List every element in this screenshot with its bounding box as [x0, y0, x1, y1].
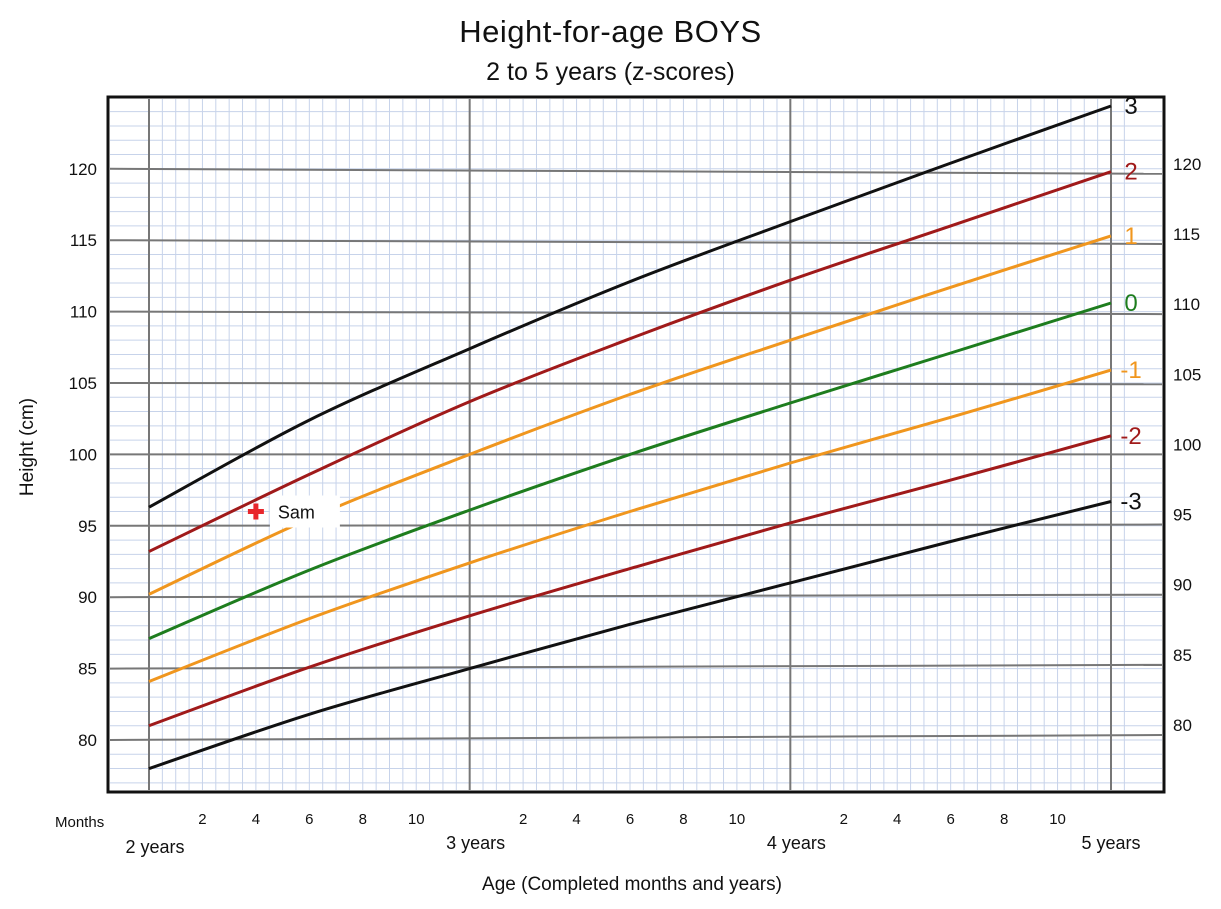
y-tick-label-left: 115 — [70, 231, 97, 250]
x-tick-month-label: 8 — [1000, 811, 1008, 828]
data-point-label: Sam — [278, 503, 315, 523]
major-gridline-horizontal — [109, 523, 1163, 527]
x-tick-month-label: 4 — [893, 811, 901, 828]
major-gridline-horizontal — [109, 734, 1163, 741]
y-axis-title: Height (cm) — [17, 398, 38, 496]
y-tick-label-left: 95 — [78, 517, 97, 536]
y-tick-label-right: 120 — [1173, 155, 1201, 174]
chart-subtitle: 2 to 5 years (z-scores) — [486, 58, 735, 86]
plot-frame — [106, 95, 1166, 794]
months-prefix-label: Months — [55, 814, 104, 831]
y-tick-label-right: 110 — [1173, 295, 1200, 314]
points-layer: Sam — [247, 495, 340, 528]
major-gridline-horizontal — [109, 663, 1163, 670]
major-grid — [109, 99, 1163, 790]
point-label-background — [269, 495, 340, 528]
y-tick-label-left: 110 — [70, 303, 97, 322]
minor-grid — [110, 99, 1162, 790]
x-tick-year-label: 5 years — [1081, 833, 1140, 853]
zscore-line--1 — [148, 368, 1112, 683]
major-gridline-horizontal — [109, 310, 1163, 316]
y-tick-label-right: 115 — [1173, 225, 1200, 244]
zscore-label-3: 3 — [1124, 93, 1137, 120]
y-tick-label-right: 80 — [1173, 716, 1192, 735]
x-tick-month-label: 4 — [572, 811, 580, 828]
x-tick-month-label: 2 — [198, 811, 206, 828]
y-ticks-right: 80 85 90 95 100 105 110 115 120 — [1173, 155, 1201, 735]
y-tick-label-right: 105 — [1173, 365, 1201, 384]
data-point-marker — [247, 503, 264, 520]
y-tick-label-left: 105 — [69, 374, 97, 393]
x-tick-month-label: 10 — [408, 811, 425, 828]
x-tick-year-label: 2 years — [125, 837, 184, 857]
zscore-line--2 — [148, 434, 1112, 728]
zscore-label--1: -1 — [1120, 357, 1141, 384]
y-tick-label-left: 85 — [78, 660, 97, 679]
x-tick-month-label: 6 — [305, 811, 313, 828]
x-tick-month-label: 2 — [840, 811, 848, 828]
x-axis-title: Age (Completed months and years) — [482, 874, 782, 895]
zscore-label--2: -2 — [1120, 423, 1141, 450]
y-tick-label-left: 90 — [78, 588, 97, 607]
x-tick-month-label: 8 — [679, 811, 687, 828]
series-layer: 3 2 1 0 -1 -2 -3 — [148, 93, 1142, 771]
major-gridline-horizontal — [109, 167, 1163, 175]
major-gridline-horizontal — [109, 382, 1163, 386]
zscore-label-0: 0 — [1124, 290, 1137, 317]
x-tick-month-label: 6 — [626, 811, 634, 828]
zscore-label--3: -3 — [1120, 489, 1141, 516]
zscore-line-2 — [148, 170, 1112, 553]
zscore-label-1: 1 — [1124, 223, 1137, 250]
x-tick-month-label: 10 — [1049, 811, 1066, 828]
y-tick-label-right: 85 — [1173, 646, 1192, 665]
chart-title: Height-for-age BOYS — [459, 14, 762, 49]
zscore-line-3 — [148, 104, 1112, 509]
y-tick-label-left: 100 — [69, 445, 97, 464]
y-tick-label-right: 90 — [1173, 576, 1192, 595]
zscore-label-2: 2 — [1124, 159, 1137, 186]
y-tick-label-left: 80 — [78, 731, 97, 750]
x-ticks: 2 4 6 8 10 2 4 6 8 10 2 4 6 8 10 2 years 3 years 4 years 5… — [125, 811, 1140, 857]
x-tick-month-label: 10 — [729, 811, 746, 828]
x-tick-month-label: 4 — [252, 811, 260, 828]
x-tick-month-label: 6 — [946, 811, 954, 828]
x-tick-year-label: 4 years — [767, 833, 826, 853]
y-tick-label-right: 95 — [1173, 506, 1192, 525]
zscore-line--3 — [148, 500, 1112, 771]
major-gridline-horizontal — [109, 593, 1163, 599]
major-gridline-horizontal — [109, 239, 1163, 245]
y-ticks-left: 80 85 90 95 100 105 110 115 120 — [69, 160, 97, 750]
y-tick-label-left: 120 — [69, 160, 97, 179]
y-tick-label-right: 100 — [1173, 435, 1201, 454]
x-tick-year-label: 3 years — [446, 833, 505, 853]
x-tick-month-label: 2 — [519, 811, 527, 828]
x-tick-month-label: 8 — [359, 811, 367, 828]
zscore-line-0 — [148, 301, 1112, 640]
